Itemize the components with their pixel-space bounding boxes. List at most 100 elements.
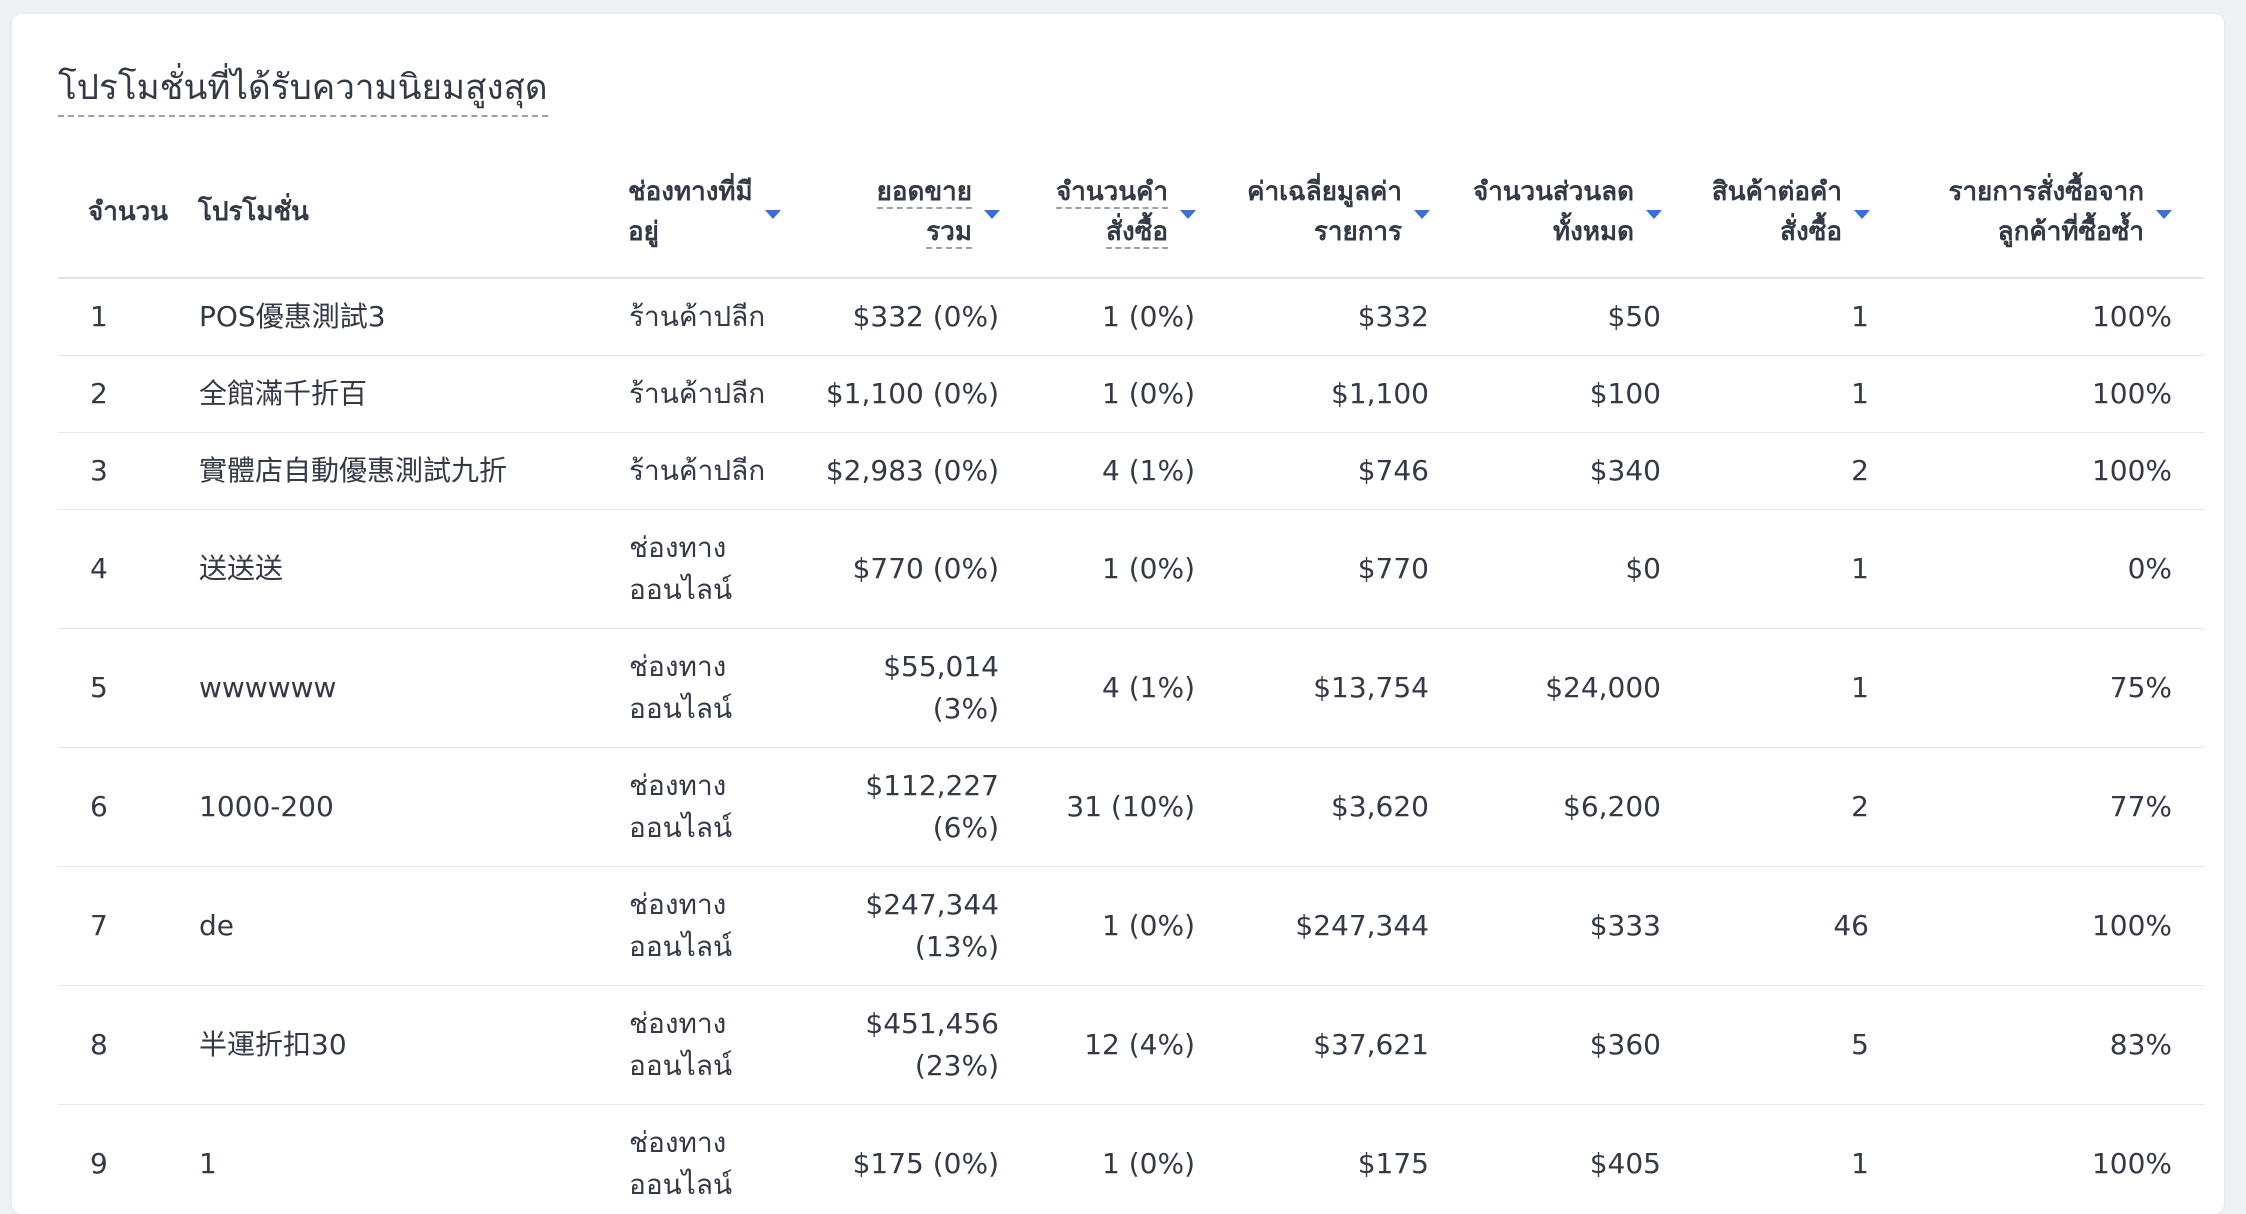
promotions-table: จำนวน โปรโมชั่น ช่องทางที่มี อยู่ bbox=[58, 152, 2204, 1214]
cell-items-per-order: 1 bbox=[1662, 509, 1870, 629]
cell-total-sales: $770 (0%) bbox=[804, 509, 1000, 629]
cell-items-per-order: 1 bbox=[1662, 628, 1870, 748]
top-promotions-card: โปรโมชั่นที่ได้รับความนิยมสูงสุด จำนวน โ… bbox=[12, 14, 2224, 1214]
column-header-discount-line1: จำนวนส่วนลด bbox=[1472, 177, 1634, 207]
cell-channel: ช่องทาง ออนไลน์ bbox=[628, 1104, 804, 1214]
cell-total-discount: $6,200 bbox=[1430, 747, 1662, 867]
cell-total-discount: $333 bbox=[1430, 866, 1662, 986]
column-header-orders[interactable]: จำนวนคำ สั่งซื้อ bbox=[1000, 152, 1196, 278]
cell-avg-order-value: $175 bbox=[1196, 1104, 1430, 1214]
cell-total-sales: $1,100 (0%) bbox=[804, 355, 1000, 433]
column-header-promotion-label: โปรโมชั่น bbox=[198, 197, 309, 228]
cell-total-discount: $100 bbox=[1430, 355, 1662, 433]
cell-rank: 7 bbox=[58, 866, 198, 986]
cell-channel: ร้านค้าปลีก bbox=[628, 277, 804, 356]
cell-avg-order-value: $37,621 bbox=[1196, 985, 1430, 1105]
column-header-avg-line2: รายการ bbox=[1313, 217, 1402, 248]
sort-desc-icon[interactable] bbox=[984, 209, 1000, 219]
cell-repeat-orders: 75% bbox=[1870, 628, 2204, 748]
table-row: 6 1000-200 ช่องทาง ออนไลน์ $112,227 (6%) 3… bbox=[58, 747, 2204, 867]
cell-promotion: 送送送 bbox=[198, 509, 628, 629]
column-header-items-per-order[interactable]: สินค้าต่อคำ สั่งซื้อ bbox=[1662, 152, 1870, 278]
cell-total-sales: $2,983 (0%) bbox=[804, 432, 1000, 510]
table-row: 8 半運折扣30 ช่องทาง ออนไลน์ $451,456 (23%) 12… bbox=[58, 985, 2204, 1105]
sort-desc-icon[interactable] bbox=[1646, 209, 1662, 219]
column-header-channel[interactable]: ช่องทางที่มี อยู่ bbox=[628, 152, 804, 278]
cell-total-discount: $340 bbox=[1430, 432, 1662, 510]
cell-orders: 1 (0%) bbox=[1000, 277, 1196, 356]
cell-orders: 4 (1%) bbox=[1000, 432, 1196, 510]
cell-items-per-order: 1 bbox=[1662, 355, 1870, 433]
column-header-rank-label: จำนวน bbox=[88, 197, 168, 228]
cell-orders: 31 (10%) bbox=[1000, 747, 1196, 867]
column-header-avg-order-value[interactable]: ค่าเฉลี่ยมูลค่า รายการ bbox=[1196, 152, 1430, 278]
cell-repeat-orders: 100% bbox=[1870, 866, 2204, 986]
cell-items-per-order: 2 bbox=[1662, 432, 1870, 510]
cell-repeat-orders: 100% bbox=[1870, 1104, 2204, 1214]
cell-rank: 4 bbox=[58, 509, 198, 629]
sort-desc-icon[interactable] bbox=[1414, 209, 1430, 219]
column-header-promotion: โปรโมชั่น bbox=[198, 152, 628, 278]
cell-total-discount: $360 bbox=[1430, 985, 1662, 1105]
column-header-items-line1: สินค้าต่อคำ bbox=[1711, 177, 1842, 207]
cell-channel: ช่องทาง ออนไลน์ bbox=[628, 985, 804, 1105]
column-header-repeat-line2: ลูกค้าที่ซื้อซ้ำ bbox=[1997, 217, 2144, 248]
cell-total-discount: $0 bbox=[1430, 509, 1662, 629]
column-header-total-sales[interactable]: ยอดขาย รวม bbox=[804, 152, 1000, 278]
column-header-channel-line2: อยู่ bbox=[628, 217, 659, 248]
table-row: 1 POS優惠測試3 ร้านค้าปลีก $332 (0%) 1 (0%) … bbox=[58, 277, 2204, 356]
cell-promotion: 1 bbox=[198, 1104, 628, 1214]
sort-desc-icon[interactable] bbox=[764, 209, 781, 219]
cell-promotion: POS優惠測試3 bbox=[198, 277, 628, 356]
cell-total-sales: $55,014 (3%) bbox=[804, 628, 1000, 748]
cell-avg-order-value: $13,754 bbox=[1196, 628, 1430, 748]
cell-rank: 5 bbox=[58, 628, 198, 748]
cell-promotion: 半運折扣30 bbox=[198, 985, 628, 1105]
cell-repeat-orders: 100% bbox=[1870, 277, 2204, 356]
cell-avg-order-value: $3,620 bbox=[1196, 747, 1430, 867]
cell-repeat-orders: 77% bbox=[1870, 747, 2204, 867]
cell-rank: 6 bbox=[58, 747, 198, 867]
cell-orders: 1 (0%) bbox=[1000, 1104, 1196, 1214]
cell-total-sales: $175 (0%) bbox=[804, 1104, 1000, 1214]
cell-items-per-order: 1 bbox=[1662, 1104, 1870, 1214]
cell-channel: ช่องทาง ออนไลน์ bbox=[628, 628, 804, 748]
cell-items-per-order: 1 bbox=[1662, 277, 1870, 356]
column-header-discount-line2: ทั้งหมด bbox=[1553, 217, 1634, 248]
cell-orders: 1 (0%) bbox=[1000, 355, 1196, 433]
cell-orders: 1 (0%) bbox=[1000, 866, 1196, 986]
sort-desc-icon[interactable] bbox=[1854, 209, 1870, 219]
cell-total-sales: $247,344 (13%) bbox=[804, 866, 1000, 986]
cell-rank: 3 bbox=[58, 432, 198, 510]
card-title: โปรโมชั่นที่ได้รับความนิยมสูงสุด bbox=[58, 64, 548, 117]
table-row: 9 1 ช่องทาง ออนไลน์ $175 (0%) 1 (0%) $175… bbox=[58, 1104, 2204, 1214]
sort-desc-icon[interactable] bbox=[1180, 209, 1196, 219]
cell-total-sales: $451,456 (23%) bbox=[804, 985, 1000, 1105]
sort-desc-icon[interactable] bbox=[2156, 209, 2172, 219]
column-header-total-discount[interactable]: จำนวนส่วนลด ทั้งหมด bbox=[1430, 152, 1662, 278]
column-header-sales-line2: รวม bbox=[926, 217, 972, 250]
cell-orders: 4 (1%) bbox=[1000, 628, 1196, 748]
cell-promotion: 全館滿千折百 bbox=[198, 355, 628, 433]
table-row: 2 全館滿千折百 ร้านค้าปลีก $1,100 (0%) 1 (0%) … bbox=[58, 355, 2204, 433]
cell-total-sales: $332 (0%) bbox=[804, 277, 1000, 356]
cell-channel: ช่องทาง ออนไลน์ bbox=[628, 509, 804, 629]
column-header-items-line2: สั่งซื้อ bbox=[1780, 217, 1842, 248]
column-header-avg-line1: ค่าเฉลี่ยมูลค่า bbox=[1247, 177, 1402, 207]
cell-items-per-order: 46 bbox=[1662, 866, 1870, 986]
column-header-repeat-orders[interactable]: รายการสั่งซื้อจาก ลูกค้าที่ซื้อซ้ำ bbox=[1870, 152, 2204, 278]
column-header-repeat-line1: รายการสั่งซื้อจาก bbox=[1948, 177, 2144, 207]
table-row: 7 de ช่องทาง ออนไลน์ $247,344 (13%) 1 (0%)… bbox=[58, 866, 2204, 986]
column-header-sales-line1: ยอดขาย bbox=[876, 177, 972, 209]
column-header-rank: จำนวน bbox=[58, 152, 198, 278]
cell-rank: 9 bbox=[58, 1104, 198, 1214]
cell-total-discount: $50 bbox=[1430, 277, 1662, 356]
cell-rank: 8 bbox=[58, 985, 198, 1105]
cell-avg-order-value: $332 bbox=[1196, 277, 1430, 356]
cell-promotion: de bbox=[198, 866, 628, 986]
cell-channel: ช่องทาง ออนไลน์ bbox=[628, 866, 804, 986]
cell-total-discount: $405 bbox=[1430, 1104, 1662, 1214]
cell-items-per-order: 2 bbox=[1662, 747, 1870, 867]
column-header-channel-line1: ช่องทางที่มี bbox=[628, 177, 753, 207]
table-header-row: จำนวน โปรโมชั่น ช่องทางที่มี อยู่ bbox=[58, 152, 2204, 278]
